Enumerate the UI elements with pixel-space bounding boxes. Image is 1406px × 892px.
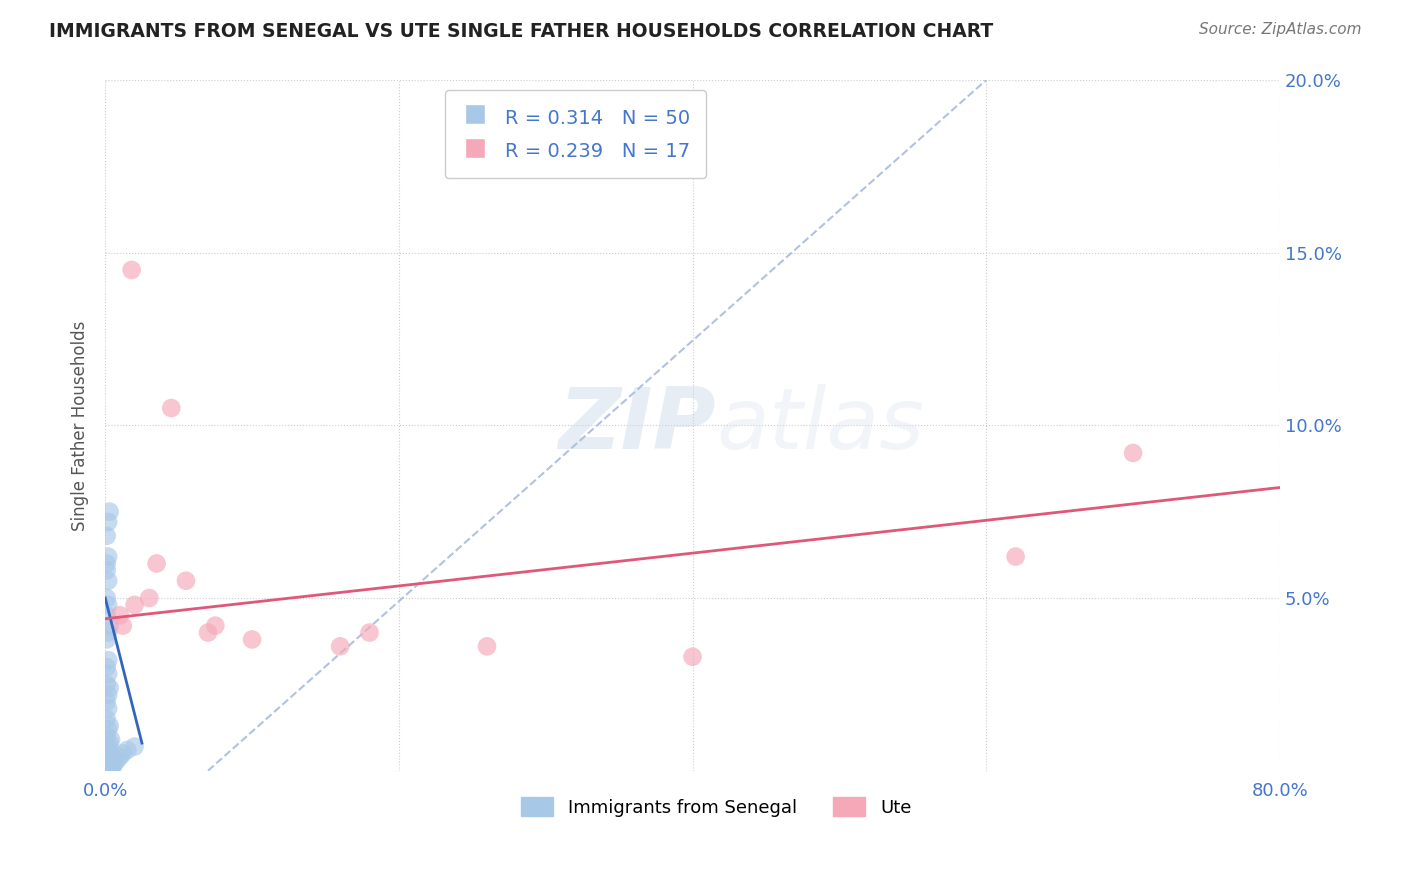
Point: [97, 574, 120, 588]
Point: [97, 653, 120, 667]
Point: [124, 598, 146, 612]
Point: [96, 632, 118, 647]
Point: [160, 401, 183, 415]
Point: [98, 753, 121, 767]
Point: [98, 505, 121, 519]
Point: [98, 719, 121, 733]
Point: [96, 660, 118, 674]
Point: [96, 557, 118, 571]
Point: [97, 598, 120, 612]
Point: [96, 750, 118, 764]
Point: [97, 688, 120, 702]
Point: [101, 760, 124, 774]
Point: [100, 732, 122, 747]
Text: IMMIGRANTS FROM SENEGAL VS UTE SINGLE FATHER HOUSEHOLDS CORRELATION CHART: IMMIGRANTS FROM SENEGAL VS UTE SINGLE FA…: [49, 22, 994, 41]
Point: [121, 263, 143, 277]
Point: [145, 557, 167, 571]
Point: [111, 747, 134, 761]
Point: [96, 529, 118, 543]
Point: [97, 625, 120, 640]
Point: [97, 701, 120, 715]
Point: [97, 549, 120, 564]
Point: [96, 563, 118, 577]
Point: [197, 625, 219, 640]
Point: [97, 515, 120, 529]
Point: [96, 712, 118, 726]
Point: [97, 760, 120, 774]
Point: [124, 739, 146, 754]
Point: [96, 591, 118, 605]
Point: [96, 695, 118, 709]
Point: [682, 649, 704, 664]
Point: [359, 625, 381, 640]
Point: [96, 764, 118, 778]
Point: [97, 756, 120, 771]
Point: [174, 574, 197, 588]
Point: [97, 723, 120, 737]
Point: [100, 753, 122, 767]
Point: [240, 632, 263, 647]
Point: [204, 618, 226, 632]
Point: [96, 760, 118, 774]
Point: [98, 747, 121, 761]
Point: [98, 764, 121, 778]
Point: [97, 667, 120, 681]
Point: [96, 677, 118, 691]
Point: [98, 736, 121, 750]
Point: [97, 750, 120, 764]
Point: [103, 756, 125, 771]
Point: [96, 743, 118, 757]
Point: [98, 760, 121, 774]
Point: [111, 618, 134, 632]
Point: [105, 753, 128, 767]
Point: [115, 743, 138, 757]
Point: [475, 640, 498, 654]
Point: [108, 608, 131, 623]
Point: [138, 591, 160, 605]
Point: [96, 756, 118, 771]
Point: [1122, 446, 1144, 460]
Point: [97, 739, 120, 754]
Text: Source: ZipAtlas.com: Source: ZipAtlas.com: [1198, 22, 1361, 37]
Point: [100, 764, 122, 778]
Point: [96, 729, 118, 743]
Text: atlas: atlas: [716, 384, 924, 467]
Point: [1004, 549, 1026, 564]
Point: [97, 764, 120, 778]
Point: [98, 618, 121, 632]
Y-axis label: Single Father Households: Single Father Households: [72, 320, 89, 531]
Legend: Immigrants from Senegal, Ute: Immigrants from Senegal, Ute: [513, 790, 918, 824]
Point: [108, 750, 131, 764]
Point: [329, 640, 352, 654]
Text: ZIP: ZIP: [558, 384, 716, 467]
Point: [98, 681, 121, 695]
Point: [96, 608, 118, 623]
